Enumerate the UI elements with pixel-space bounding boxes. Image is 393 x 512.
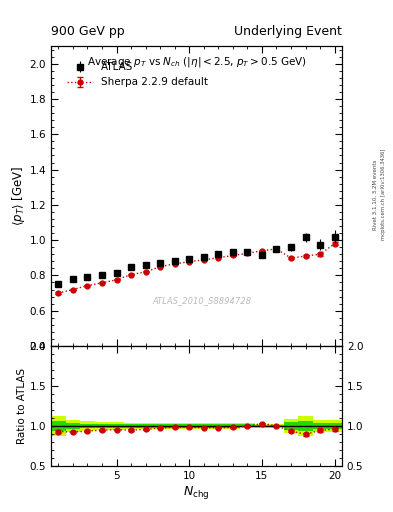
Text: Underlying Event: Underlying Event	[234, 26, 342, 38]
Text: ATLAS_2010_S8894728: ATLAS_2010_S8894728	[153, 296, 252, 306]
Y-axis label: $\langle p_T \rangle$ [GeV]: $\langle p_T \rangle$ [GeV]	[10, 166, 27, 226]
Text: 900 GeV pp: 900 GeV pp	[51, 26, 125, 38]
Y-axis label: Ratio to ATLAS: Ratio to ATLAS	[17, 368, 27, 444]
X-axis label: $N_{\mathrm{chg}}$: $N_{\mathrm{chg}}$	[183, 483, 210, 501]
Text: mcplots.cern.ch [arXiv:1306.3436]: mcplots.cern.ch [arXiv:1306.3436]	[381, 149, 386, 240]
Text: Average $p_T$ vs $N_{ch}$ ($|\eta| < 2.5$, $p_T > 0.5$ GeV): Average $p_T$ vs $N_{ch}$ ($|\eta| < 2.5…	[86, 55, 307, 69]
Text: Rivet 3.1.10, 3.2M events: Rivet 3.1.10, 3.2M events	[373, 159, 378, 230]
Legend: ATLAS, Sherpa 2.2.9 default: ATLAS, Sherpa 2.2.9 default	[63, 58, 213, 92]
